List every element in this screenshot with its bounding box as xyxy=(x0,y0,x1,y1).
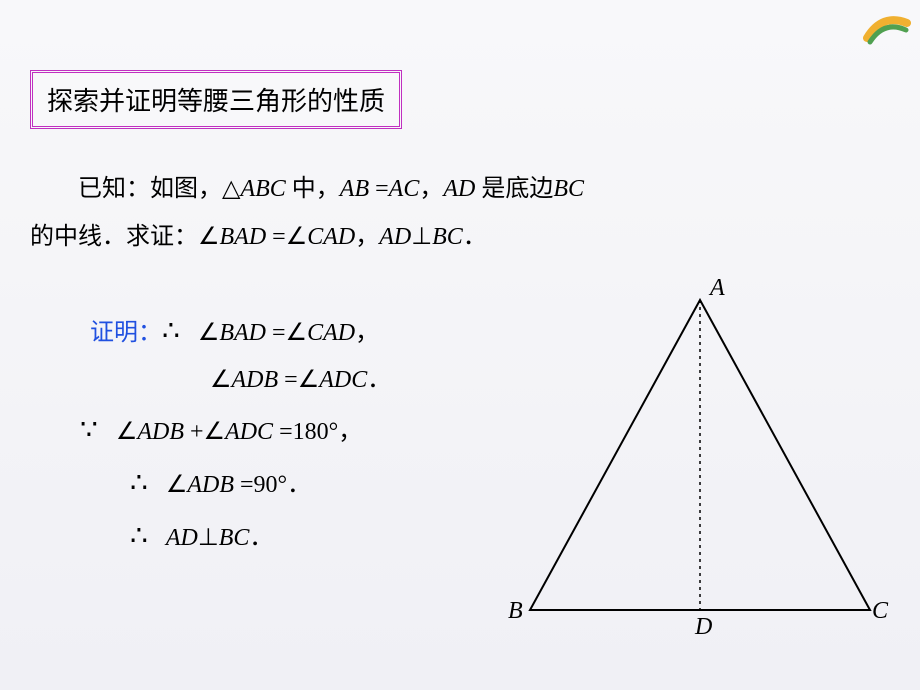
sym-perp-p: ⊥ xyxy=(198,525,219,551)
sym-therefore3: ∴ xyxy=(130,521,148,552)
var-cad-p: CAD xyxy=(307,320,355,346)
sym-perp: ⊥ xyxy=(411,224,432,250)
section-title: 探索并证明等腰三角形的性质 xyxy=(30,70,402,129)
comma-p1: ， xyxy=(355,320,379,346)
text-line2a: 的中线．求证： xyxy=(30,224,198,250)
sym-therefore2: ∴ xyxy=(130,468,148,499)
comma1: ， xyxy=(419,176,443,202)
period-p3: ． xyxy=(249,525,273,551)
sym-ang-p7: ∠ xyxy=(166,472,188,498)
proof-label: 证明： xyxy=(90,320,162,346)
sym-ang2: ∠ xyxy=(286,224,308,250)
sym-because: ∵ xyxy=(80,415,98,446)
vertex-label-a: A xyxy=(710,275,725,302)
vertex-label-b: B xyxy=(508,598,523,625)
sym-eq-p1: = xyxy=(266,320,286,346)
var-adb1: ADB xyxy=(232,367,279,393)
vertex-label-c: C xyxy=(872,598,888,625)
sym-eq180: =180° xyxy=(273,419,338,445)
text-mid2: 是底边 xyxy=(475,176,553,202)
problem-statement: 已知：如图，△ABC 中，AB =AC，AD 是底边BC 的中线．求证：∠BAD… xyxy=(30,165,890,261)
var-ad: AD xyxy=(443,176,475,202)
comma-p2: ， xyxy=(338,419,362,445)
period: ． xyxy=(463,224,487,250)
sym-ang1: ∠ xyxy=(198,224,220,250)
period-p1: ． xyxy=(367,367,391,393)
sym-plus: + xyxy=(184,419,204,445)
sym-ang-p3: ∠ xyxy=(210,367,232,393)
sym-eq1: = xyxy=(369,176,389,202)
var-ab: AB xyxy=(340,176,369,202)
var-abc: ABC xyxy=(240,176,285,202)
sym-ang-p2: ∠ xyxy=(286,320,308,346)
sym-eq2: = xyxy=(266,224,286,250)
sym-ang-p5: ∠ xyxy=(116,419,138,445)
sym-eq-p2: = xyxy=(278,367,298,393)
vertex-label-d: D xyxy=(695,614,712,641)
var-adb2: ADB xyxy=(137,419,184,445)
var-ad2: AD xyxy=(379,224,411,250)
text-mid1: 中， xyxy=(286,176,340,202)
text-given: 已知：如图， xyxy=(78,176,222,202)
triangle-diagram: A B C D xyxy=(500,280,900,660)
var-bc-p: BC xyxy=(219,525,250,551)
sym-therefore1: ∴ xyxy=(162,316,180,347)
comma2: ， xyxy=(355,224,379,250)
sym-ang-p6: ∠ xyxy=(204,419,226,445)
var-bad-p: BAD xyxy=(219,320,266,346)
var-cad: CAD xyxy=(307,224,355,250)
var-bc: BC xyxy=(553,176,584,202)
var-ac: AC xyxy=(389,176,420,202)
var-ad-p: AD xyxy=(166,525,198,551)
sym-ang-p4: ∠ xyxy=(298,367,320,393)
var-adc1: ADC xyxy=(319,367,367,393)
corner-decoration xyxy=(862,8,912,48)
var-bc2: BC xyxy=(432,224,463,250)
sym-triangle: △ xyxy=(222,176,240,202)
period-p2: ． xyxy=(287,472,311,498)
sym-eq90: =90° xyxy=(234,472,287,498)
proof-block: 证明：∴ ∠BAD =∠CAD， ∠ADB =∠ADC． ∵ ∠ADB +∠AD… xyxy=(90,305,391,563)
var-adc2: ADC xyxy=(225,419,273,445)
var-bad: BAD xyxy=(220,224,267,250)
var-adb3: ADB xyxy=(187,472,234,498)
sym-ang-p1: ∠ xyxy=(198,320,220,346)
